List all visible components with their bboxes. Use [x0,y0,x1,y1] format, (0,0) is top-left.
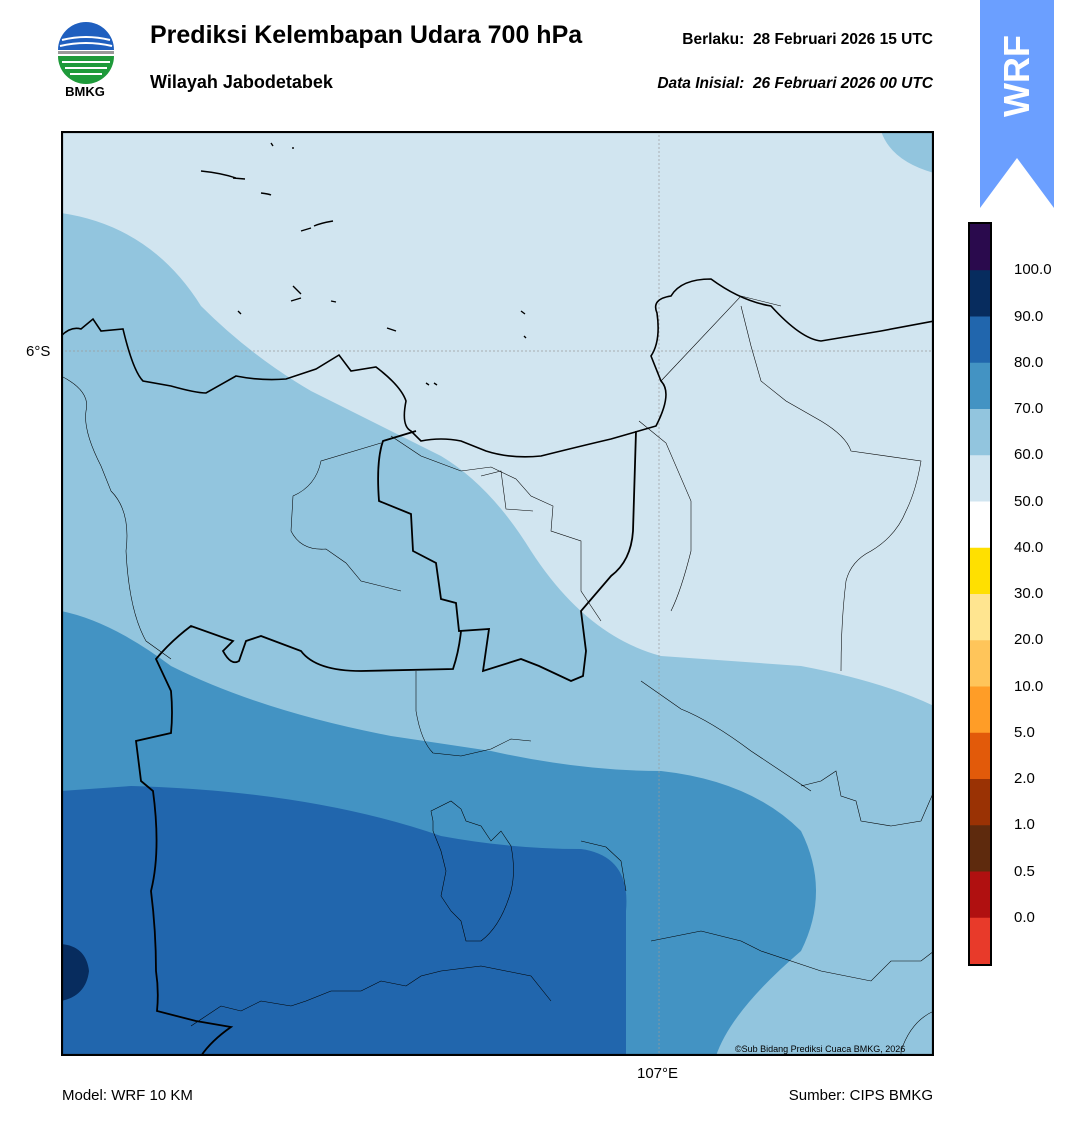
humidity-50-60-region-corner [881,131,934,173]
colorbar-label: 60.0 [1014,446,1044,464]
valid-time: Berlaku: 28 Februari 2026 15 UTC [682,31,933,49]
logo-text: BMKG [65,84,105,99]
colorbar-segment [970,501,990,549]
colorbar-label: 90.0 [1014,307,1044,325]
map-credit: ©Sub Bidang Prediksi Cuaca BMKG, 2026 [735,1044,906,1054]
init-time-value: 26 Februari 2026 00 UTC [752,75,933,92]
colorbar-segment [970,455,990,502]
colorbar-label: 0.5 [1014,862,1035,880]
page-subtitle: Wilayah Jabodetabek [150,72,333,92]
latitude-label: 6°S [26,343,51,360]
wrf-tag-label: WRF [996,34,1037,117]
colorbar-segment [970,224,990,271]
colorbar-label: 80.0 [1014,353,1044,371]
colorbar-segment [970,871,990,919]
colorbar-segment [970,409,990,456]
colorbar-segment [970,825,990,872]
colorbar-segment [970,732,990,780]
colorbar-segment [970,547,990,595]
colorbar-label: 5.0 [1014,723,1035,741]
source-info: Sumber: CIPS BMKG [788,1087,933,1104]
model-info: Model: WRF 10 KM [62,1087,193,1104]
colorbar-label: 70.0 [1014,400,1044,417]
colorbar-segment [970,917,990,965]
province-border [377,430,637,682]
humidity-map [61,131,934,1056]
colorbar-label: 1.0 [1014,816,1035,834]
colorbar-segment [970,779,990,826]
colorbar-segment [970,594,990,641]
colorbar-segment [970,316,990,364]
colorbar-label: 10.0 [1014,677,1044,695]
humidity-50-60-region [61,131,934,706]
init-time: Data Inisial: 26 Februari 2026 00 UTC [657,75,933,93]
humidity-80-90-region [61,786,627,1056]
colorbar-segment [970,640,990,687]
wrf-tag-label-wrap: WRF [980,8,1054,143]
coastline [61,278,934,458]
bmkg-logo-icon [58,22,114,84]
colorbar [968,222,992,966]
humidity-90-100-region [61,944,89,1001]
valid-label: Berlaku: [682,31,745,48]
colorbar-segment [970,686,990,734]
colorbar-segment [970,362,990,410]
init-label: Data Inisial: [657,75,745,92]
colorbar-label: 30.0 [1014,585,1044,602]
valid-time-value: 28 Februari 2026 15 UTC [752,31,933,48]
colorbar-label: 0.0 [1014,908,1035,926]
colorbar-segment [970,270,990,317]
colorbar-label: 100.0 [1014,261,1052,279]
longitude-label: 107°E [637,1065,679,1082]
colorbar-label: 40.0 [1014,538,1044,556]
wrf-tag [980,0,1054,208]
page-title: Prediksi Kelembapan Udara 700 hPa [150,21,583,49]
colorbar-label: 2.0 [1014,770,1035,787]
colorbar-label: 50.0 [1014,492,1044,510]
colorbar-label: 20.0 [1014,631,1044,649]
